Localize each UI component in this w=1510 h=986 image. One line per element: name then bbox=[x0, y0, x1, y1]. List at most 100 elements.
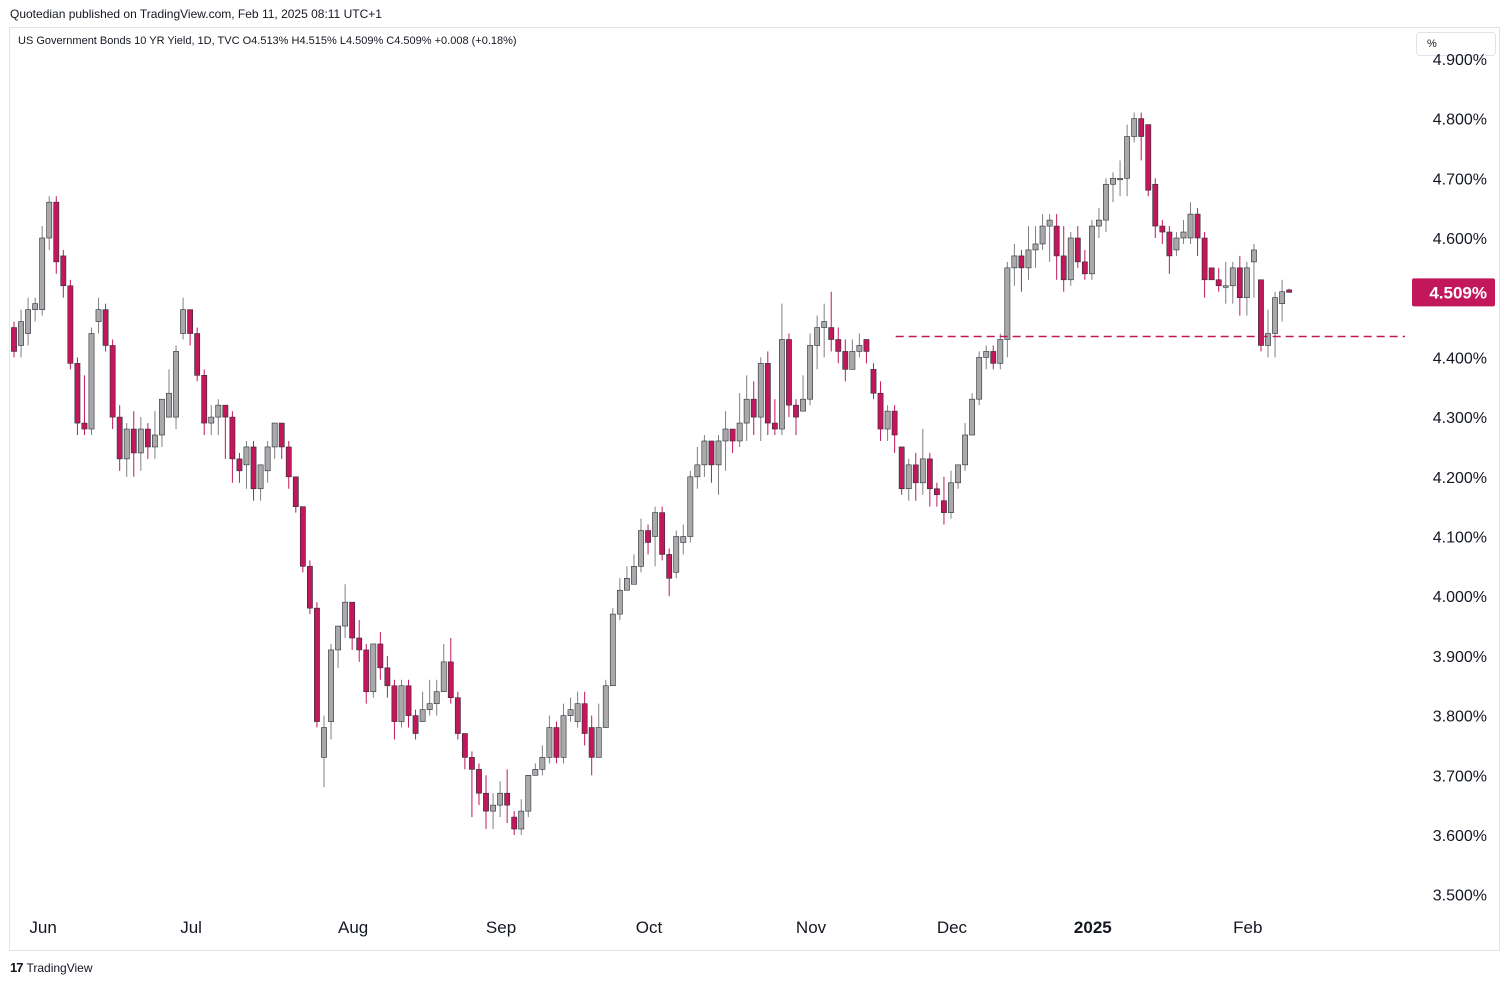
candle bbox=[1032, 226, 1039, 268]
candle bbox=[299, 506, 306, 573]
candle-body-down bbox=[109, 345, 116, 418]
candle bbox=[1173, 232, 1180, 256]
candle-body-up bbox=[638, 530, 644, 567]
x-axis[interactable]: Jun Jul Aug Sep Oct Nov Dec 2025 Feb bbox=[29, 918, 1262, 937]
candle-body-up bbox=[652, 512, 658, 537]
candle bbox=[102, 303, 109, 352]
candle-body-up bbox=[46, 201, 53, 239]
candle bbox=[687, 470, 694, 543]
candle-body-up bbox=[962, 434, 968, 466]
candle bbox=[405, 679, 412, 728]
candle-body-down bbox=[454, 697, 461, 734]
candle bbox=[1286, 288, 1293, 293]
y-tick-label: 4.800% bbox=[1433, 112, 1487, 129]
candle-body-down bbox=[588, 727, 595, 758]
y-tick-label: 4.300% bbox=[1433, 410, 1487, 427]
candle bbox=[1145, 124, 1152, 197]
candle-body-up bbox=[518, 810, 525, 830]
candle-body-up bbox=[969, 398, 976, 436]
candle bbox=[321, 715, 327, 788]
candle bbox=[793, 399, 799, 436]
y-tick-label: 4.900% bbox=[1433, 52, 1487, 69]
candle-body-up bbox=[1032, 243, 1039, 251]
candle-body-down bbox=[645, 530, 651, 543]
candle-body-up bbox=[1103, 183, 1109, 221]
candle bbox=[969, 393, 976, 436]
candle-body-up bbox=[1265, 333, 1271, 346]
candle-body-down bbox=[349, 601, 356, 639]
candle-body-down bbox=[1081, 261, 1088, 275]
candle bbox=[659, 506, 666, 561]
candle-body-up bbox=[948, 482, 954, 513]
y-tick-label: 3.900% bbox=[1433, 649, 1487, 666]
candle-body-up bbox=[1251, 249, 1257, 263]
candle-body-down bbox=[74, 363, 81, 424]
candle-body-up bbox=[271, 422, 278, 448]
candle-body-down bbox=[236, 458, 243, 472]
candle bbox=[673, 530, 680, 579]
candle-body-down bbox=[11, 327, 17, 352]
candle bbox=[335, 625, 341, 668]
candle bbox=[666, 548, 673, 597]
candle bbox=[1039, 214, 1046, 250]
candle bbox=[511, 811, 518, 835]
candle bbox=[919, 429, 926, 495]
candle bbox=[461, 733, 468, 770]
footer-brand[interactable]: 17 TradingView bbox=[10, 960, 93, 975]
candle bbox=[137, 417, 144, 471]
candle bbox=[652, 506, 658, 567]
y-tick-label: 3.800% bbox=[1433, 709, 1487, 726]
candle bbox=[976, 351, 983, 406]
x-tick-label: Feb bbox=[1233, 918, 1262, 937]
candle bbox=[483, 775, 489, 830]
candle-body-down bbox=[659, 512, 666, 555]
candle-body-down bbox=[476, 769, 482, 794]
candle bbox=[912, 452, 919, 501]
candle-body-up bbox=[1279, 291, 1285, 304]
candle-body-down bbox=[194, 333, 201, 376]
candle bbox=[1194, 208, 1201, 256]
candle-body-up bbox=[419, 709, 426, 722]
candle-body-down bbox=[314, 607, 320, 722]
candle bbox=[426, 679, 433, 716]
candle bbox=[856, 333, 863, 358]
candle bbox=[1096, 208, 1102, 238]
candle-body-down bbox=[786, 339, 792, 406]
candle bbox=[757, 357, 764, 441]
candle bbox=[1208, 267, 1215, 281]
candle bbox=[243, 440, 250, 489]
y-tick-label: 4.400% bbox=[1433, 350, 1487, 367]
candle bbox=[863, 339, 870, 364]
y-axis[interactable]: 3.500% 3.600% 3.700% 3.800% 3.900% 4.000% 4.10… bbox=[1433, 52, 1487, 905]
candle-body-down bbox=[116, 416, 123, 460]
candle-body-up bbox=[25, 309, 31, 334]
candle bbox=[278, 422, 285, 459]
candle-body-down bbox=[750, 398, 757, 418]
candle-body-down bbox=[863, 339, 870, 352]
price-scale-unit-button[interactable]: % bbox=[1416, 32, 1496, 56]
y-tick-label: 4.700% bbox=[1433, 171, 1487, 188]
candle-body-up bbox=[440, 661, 447, 693]
candle-body-up bbox=[1173, 237, 1180, 251]
candle-body-up bbox=[905, 464, 912, 490]
candle-body-down bbox=[1018, 255, 1025, 269]
candle-body-down bbox=[461, 733, 468, 758]
candle-body-up bbox=[616, 589, 623, 615]
candle-body-down bbox=[250, 446, 257, 490]
candle bbox=[130, 411, 137, 477]
candle bbox=[447, 637, 454, 704]
candle-body-up bbox=[370, 643, 377, 693]
candle bbox=[144, 423, 151, 459]
candle bbox=[264, 440, 271, 483]
candle-body-down bbox=[306, 566, 313, 609]
candle-body-up bbox=[856, 345, 863, 352]
candle bbox=[1131, 112, 1138, 143]
candle-body-up bbox=[137, 428, 144, 454]
last-price-label: 4.509% bbox=[1429, 283, 1487, 302]
candle bbox=[229, 411, 236, 483]
candle bbox=[1258, 279, 1264, 352]
candle bbox=[222, 404, 229, 459]
candle-body-down bbox=[67, 285, 74, 364]
candle bbox=[736, 393, 743, 447]
